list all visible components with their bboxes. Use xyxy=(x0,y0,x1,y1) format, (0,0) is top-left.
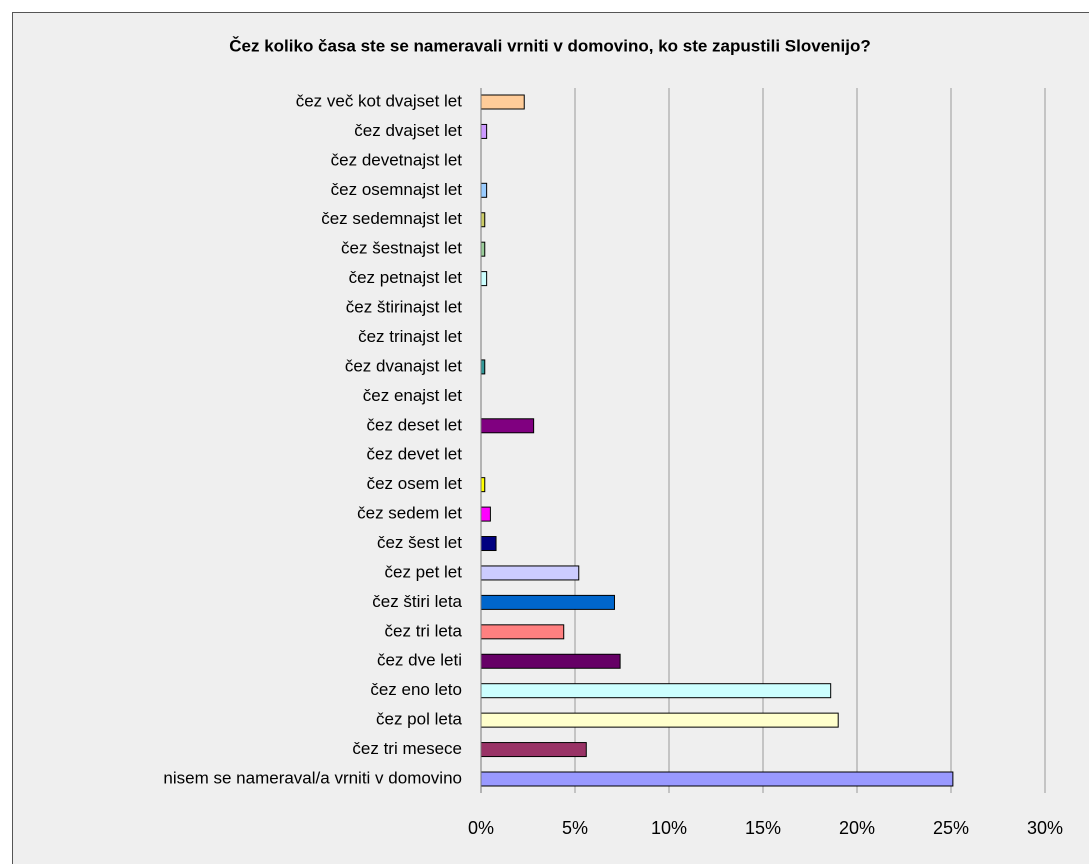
bar xyxy=(480,212,486,228)
y-tick-label: čez petnajst let xyxy=(349,268,463,287)
y-tick-label: čez več kot dvajset let xyxy=(296,91,463,110)
y-tick-label: čez tri leta xyxy=(385,621,463,640)
bar xyxy=(480,477,486,493)
x-tick-label: 10% xyxy=(651,818,687,838)
y-tick-label: čez devetnajst let xyxy=(331,150,463,169)
y-tick-label: čez devet let xyxy=(367,445,463,464)
y-tick-label: čez šestnajst let xyxy=(341,239,462,258)
y-tick-label: čez enajst let xyxy=(363,386,462,405)
y-tick-label: čez deset let xyxy=(367,415,463,434)
y-tick-label: čez tri mesece xyxy=(352,739,462,758)
x-tick-label: 0% xyxy=(468,818,494,838)
bar xyxy=(480,624,565,640)
y-tick-label: čez trinajst let xyxy=(358,327,462,346)
bar xyxy=(480,653,621,669)
y-tick-label: čez štiri leta xyxy=(372,592,462,611)
bar xyxy=(480,594,615,610)
bar xyxy=(480,712,839,728)
x-tick-label: 25% xyxy=(933,818,969,838)
y-tick-label: čez pet let xyxy=(385,562,463,581)
bar xyxy=(480,506,491,522)
y-tick-label: čez osem let xyxy=(367,474,463,493)
y-tick-label: čez osemnajst let xyxy=(331,180,463,199)
bar xyxy=(480,271,488,287)
y-tick-label: čez sedem let xyxy=(357,504,462,523)
y-tick-label: čez dvanajst let xyxy=(345,356,462,375)
x-tick-label: 30% xyxy=(1027,818,1063,838)
y-tick-label: čez dvajset let xyxy=(354,121,462,140)
y-tick-label: čez pol leta xyxy=(376,710,463,729)
y-tick-label: čez šest let xyxy=(377,533,462,552)
bar xyxy=(480,182,488,198)
y-tick-label: čez dve leti xyxy=(377,651,462,670)
bar xyxy=(480,418,535,434)
bar xyxy=(480,359,486,375)
bar xyxy=(480,123,488,139)
y-tick-label: nisem se nameraval/a vrniti v domovino xyxy=(163,768,462,787)
bar xyxy=(480,94,525,110)
x-tick-label: 20% xyxy=(839,818,875,838)
x-tick-label: 15% xyxy=(745,818,781,838)
y-tick-label: čez štirinajst let xyxy=(346,298,462,317)
y-tick-label: čez sedemnajst let xyxy=(321,209,462,228)
y-tick-label: čez eno leto xyxy=(370,680,462,699)
chart-frame xyxy=(12,12,1089,864)
bar xyxy=(480,536,497,552)
chart-title: Čez koliko časa ste se nameravali vrniti… xyxy=(229,36,871,55)
bar xyxy=(480,565,580,581)
bar xyxy=(480,683,832,699)
bar xyxy=(480,771,954,787)
x-tick-label: 5% xyxy=(562,818,588,838)
bar xyxy=(480,241,486,257)
bar xyxy=(480,742,587,758)
